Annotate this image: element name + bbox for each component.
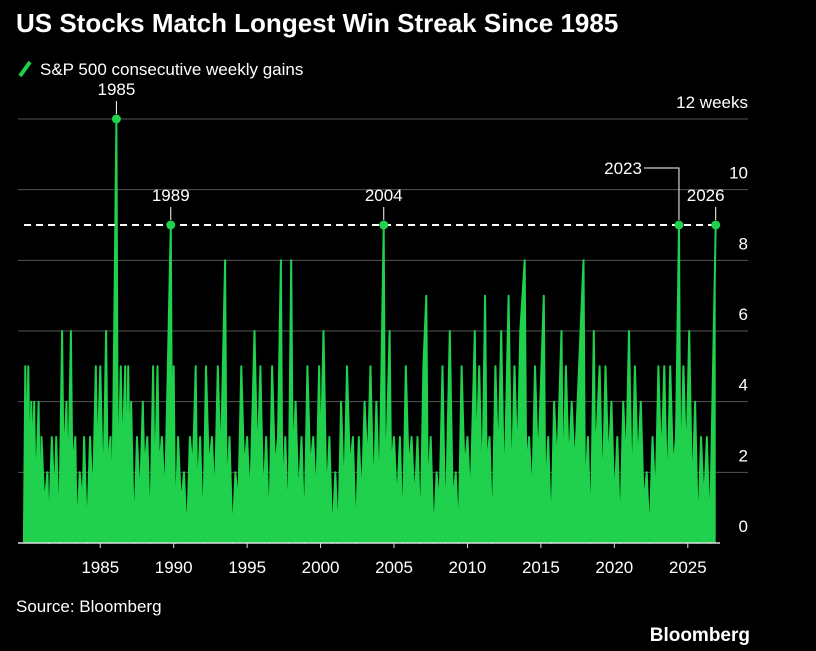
x-tick-label: 1985 [81,558,119,577]
annotation-dot [674,220,684,230]
chart-title: US Stocks Match Longest Win Streak Since… [16,8,618,38]
annotation-label: 2004 [365,186,403,205]
annotation-dot [711,220,721,230]
annotation-label: 1985 [97,80,135,99]
y-tick-label: 4 [739,376,748,395]
y-tick-label: 10 [729,164,748,183]
y-tick-label: 2 [739,446,748,465]
brand: Bloomberg [650,625,750,646]
source: Source: Bloomberg [16,597,162,616]
annotation-dot [379,220,389,230]
legend-label: S&P 500 consecutive weekly gains [40,60,303,79]
y-tick-label: 12 weeks [676,93,748,112]
x-tick-label: 2015 [522,558,560,577]
annotation-dot [111,114,121,124]
x-tick-label: 2020 [595,558,633,577]
annotation-connector [643,167,680,220]
x-tick-label: 2025 [669,558,707,577]
x-tick-label: 1995 [228,558,266,577]
y-tick-label: 8 [739,234,748,253]
x-tick-label: 2000 [302,558,340,577]
line [22,118,717,544]
annotation-label: 1989 [152,186,190,205]
y-tick-label: 0 [739,517,748,536]
area [23,119,716,543]
legend-swatch [18,60,32,78]
y-tick-label: 6 [739,305,748,324]
x-tick-label: 2010 [449,558,487,577]
annotation-label: 2023 [604,159,642,178]
x-tick-label: 2005 [375,558,413,577]
annotation-dot [166,220,176,230]
x-tick-label: 1990 [155,558,193,577]
annotation-label: 2026 [687,186,725,205]
